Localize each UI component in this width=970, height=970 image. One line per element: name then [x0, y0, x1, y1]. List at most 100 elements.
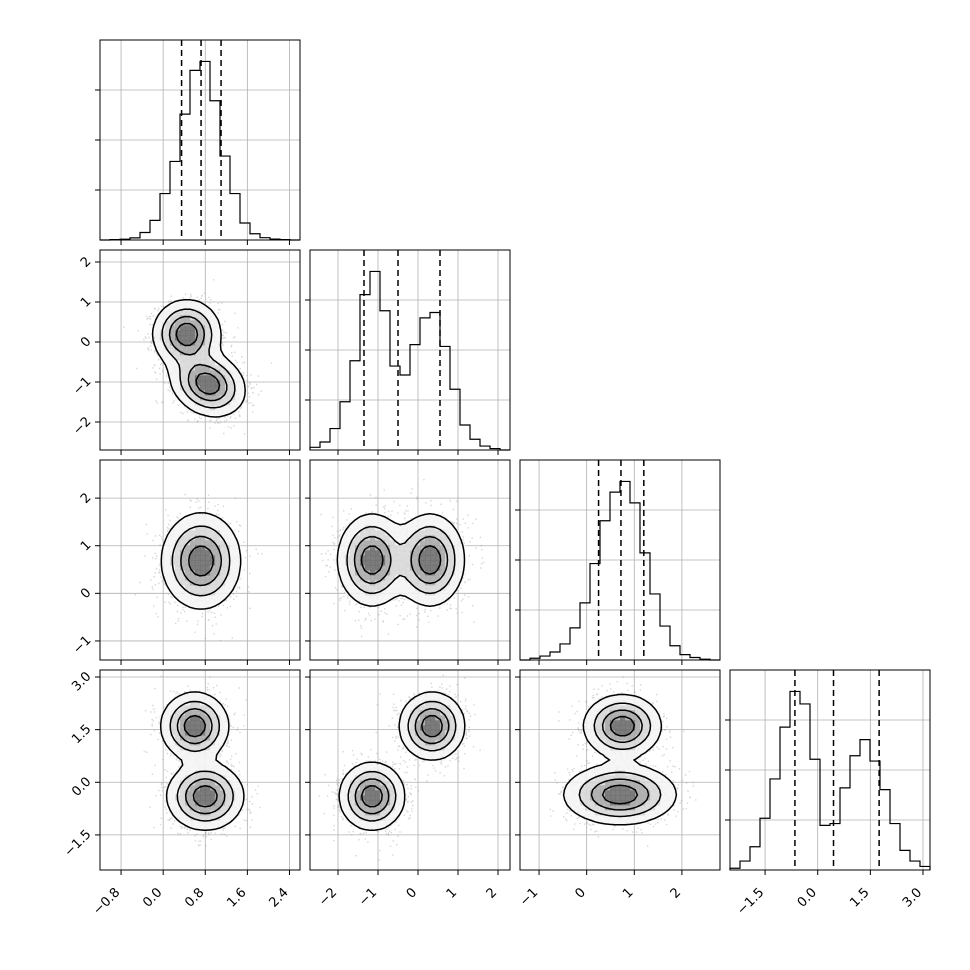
density-cell: [205, 710, 211, 716]
density-cell: [435, 720, 441, 726]
density-cell: [605, 710, 611, 716]
density-cell: [360, 820, 366, 826]
density-cell: [175, 325, 181, 331]
density-cell: [185, 590, 191, 596]
density-cell: [170, 725, 176, 731]
density-cell: [420, 545, 426, 551]
density-cell: [195, 400, 201, 406]
density-cell: [600, 800, 606, 806]
density-cell: [200, 720, 206, 726]
density-cell: [215, 590, 221, 596]
density-cell: [195, 720, 201, 726]
density-cell: [185, 350, 191, 356]
density-cell: [190, 375, 196, 381]
contour-level-0: [159, 691, 245, 832]
density-cell: [160, 730, 166, 736]
panel-contents: [100, 250, 300, 450]
density-cell: [190, 720, 196, 726]
density-cell: [400, 525, 406, 531]
density-cell: [640, 735, 646, 741]
density-cell: [380, 790, 386, 796]
density-cell: [235, 385, 241, 391]
density-cell: [390, 775, 396, 781]
density-cell: [205, 320, 211, 326]
density-cell: [170, 315, 176, 321]
density-cell: [195, 305, 201, 311]
density-cell: [390, 585, 396, 591]
density-cell: [215, 330, 221, 336]
density-cell: [190, 700, 196, 706]
density-cell: [355, 595, 361, 601]
density-cell: [570, 790, 576, 796]
density-cell: [195, 715, 201, 721]
density-cell: [420, 535, 426, 541]
density-cell: [195, 800, 201, 806]
density-cell: [200, 310, 206, 316]
density-cell: [200, 785, 206, 791]
density-cell: [350, 535, 356, 541]
density-cell: [175, 595, 181, 601]
density-cell: [645, 770, 651, 776]
density-cell: [660, 775, 666, 781]
density-cell: [590, 815, 596, 821]
density-cell: [605, 695, 611, 701]
density-cell: [195, 365, 201, 371]
histogram-frame-1: [309, 249, 511, 451]
density-cell: [175, 370, 181, 376]
density-cell: [225, 820, 231, 826]
density-cell: [455, 720, 461, 726]
density-cell: [600, 770, 606, 776]
panel-contents: [310, 460, 510, 660]
density-cell: [170, 380, 176, 386]
density-cell: [360, 785, 366, 791]
density-cell: [580, 790, 586, 796]
density-cell: [240, 380, 246, 386]
density-cell: [365, 795, 371, 801]
density-cell: [605, 770, 611, 776]
density-cell: [215, 705, 221, 711]
density-cell: [400, 565, 406, 571]
density-cell: [340, 795, 346, 801]
density-cell: [185, 695, 191, 701]
density-cell: [365, 530, 371, 536]
scatter-panel-1-2: [310, 460, 510, 660]
density-cell: [210, 340, 216, 346]
density-cell: [375, 540, 381, 546]
density-cell: [435, 550, 441, 556]
density-cell: [605, 745, 611, 751]
density-cell: [430, 720, 436, 726]
density-cell: [430, 745, 436, 751]
density-cell: [430, 520, 436, 526]
density-cell: [405, 585, 411, 591]
density-cell: [165, 720, 171, 726]
density-cell: [180, 790, 186, 796]
density-cell: [170, 535, 176, 541]
density-cell: [185, 755, 191, 761]
density-cell: [375, 600, 381, 606]
density-cell: [180, 365, 186, 371]
density-cell: [420, 740, 426, 746]
density-cell: [345, 805, 351, 811]
density-cell: [235, 790, 241, 796]
density-cell: [605, 700, 611, 706]
density-cell: [395, 560, 401, 566]
density-cell: [595, 730, 601, 736]
density-cell: [350, 785, 356, 791]
density-cell: [175, 775, 181, 781]
density-cell: [200, 360, 206, 366]
density-cell: [210, 710, 216, 716]
density-cell: [425, 530, 431, 536]
y-tick-label: 0.0: [69, 775, 94, 800]
density-cell: [620, 775, 626, 781]
density-cell: [575, 795, 581, 801]
density-cell: [425, 560, 431, 566]
density-cell: [165, 715, 171, 721]
density-cell: [210, 565, 216, 571]
density-cell: [395, 590, 401, 596]
density-cell: [385, 565, 391, 571]
density-cell: [215, 355, 221, 361]
density-cell: [445, 595, 451, 601]
density-cell: [650, 720, 656, 726]
density-cell: [390, 800, 396, 806]
density-cell: [190, 405, 196, 411]
